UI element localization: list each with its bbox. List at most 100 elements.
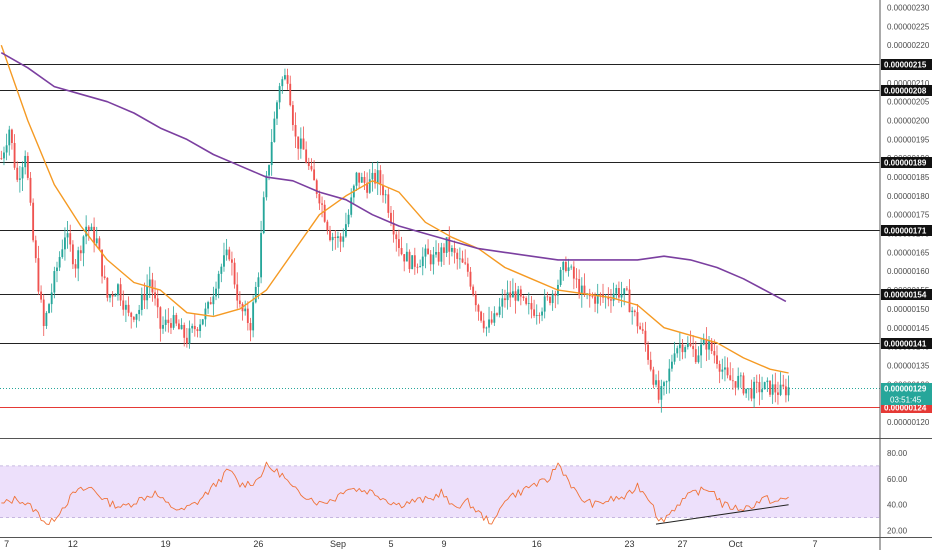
candle-body: [615, 288, 618, 294]
candle-body: [631, 310, 634, 313]
price-tick-label: 0.00000145: [887, 324, 930, 333]
candle-body: [782, 384, 785, 387]
price-tick-label: 0.00000175: [887, 211, 930, 220]
level-price-label: 0.00000208: [884, 87, 927, 96]
candle-body: [578, 279, 581, 296]
candle-body: [686, 342, 689, 348]
candle-body: [575, 278, 578, 280]
candle-body: [721, 369, 724, 372]
candle-body: [493, 313, 496, 323]
candle-body: [0, 158, 3, 160]
candle-body: [109, 294, 111, 298]
candle-body: [718, 363, 721, 372]
price-tick-label: 0.00000225: [887, 22, 930, 31]
candle-body: [132, 316, 135, 320]
candle-body: [268, 165, 270, 176]
candle-body: [766, 380, 769, 383]
time-axis-ticks: 7 12 19 26 Sep 5 9 16 23 27 Oct 7: [4, 539, 817, 549]
time-tick-label: 5: [388, 539, 393, 549]
level-price-label: 0.00000154: [884, 291, 927, 300]
candle-body: [167, 319, 170, 324]
candle-body: [599, 294, 602, 295]
candle-body: [628, 289, 631, 313]
candle-body: [673, 353, 676, 362]
candle-body: [620, 294, 623, 298]
candle-body: [676, 348, 679, 354]
candle-body: [196, 329, 199, 332]
candle-body: [77, 250, 80, 269]
time-tick-label: 12: [68, 539, 78, 549]
candle-body: [482, 320, 485, 329]
candle-body: [183, 324, 186, 338]
candle-body: [199, 324, 202, 332]
candle-body: [554, 293, 557, 296]
candle-body: [771, 384, 774, 395]
candle-body: [215, 288, 217, 297]
candle-body: [143, 294, 146, 301]
candle-body: [368, 179, 371, 193]
candle-body: [127, 304, 130, 313]
time-tick-label: 9: [441, 539, 446, 549]
candle-body: [164, 319, 167, 325]
candle-body: [50, 292, 53, 305]
candle-body: [777, 392, 779, 395]
candle-body: [103, 276, 106, 278]
candle-body: [334, 236, 337, 239]
candle-body: [551, 293, 554, 304]
moving-averages: [0, 44, 789, 374]
candle-body: [716, 355, 718, 364]
candle-body: [162, 324, 164, 329]
candle-body: [530, 303, 533, 310]
candle-body: [270, 141, 273, 166]
price-tick-label: 0.00000200: [887, 117, 930, 126]
candle-body: [432, 254, 435, 265]
candle-body: [724, 367, 726, 370]
candle-body: [8, 129, 11, 146]
candle-body: [29, 177, 32, 203]
candle-body: [45, 312, 48, 327]
candle-body: [681, 344, 684, 353]
candle-body: [374, 172, 376, 184]
candle-body: [663, 382, 665, 387]
candle-body: [366, 182, 369, 193]
candle-body: [421, 256, 424, 267]
candle-body: [117, 284, 119, 296]
candle-body: [138, 309, 141, 315]
candle-body: [71, 244, 74, 265]
candle-body: [85, 226, 88, 237]
candle-body: [281, 79, 284, 87]
candle-body: [225, 249, 228, 256]
candle-body: [262, 197, 265, 234]
candle-body: [297, 136, 300, 149]
candle-body: [207, 302, 209, 309]
candlesticks: [0, 68, 790, 413]
time-tick-label: 27: [678, 539, 688, 549]
candle-body: [390, 212, 392, 223]
horizontal-levels[interactable]: [0, 64, 880, 408]
level-price-tag: [881, 225, 932, 236]
time-tick-label: 19: [161, 539, 171, 549]
candle-body: [509, 292, 512, 298]
level-price-label: 0.00000189: [884, 159, 927, 168]
candle-body: [154, 292, 156, 299]
candle-body: [371, 172, 374, 180]
candle-body: [337, 236, 339, 239]
candle-body: [265, 175, 268, 198]
candle-body: [344, 224, 347, 237]
candle-body: [156, 298, 159, 308]
candle-body: [119, 284, 122, 301]
candle-body: [95, 238, 98, 244]
candle-body: [525, 298, 528, 304]
candle-body: [496, 313, 498, 315]
candle-body: [321, 203, 323, 205]
candle-body: [376, 170, 379, 184]
candle-body: [299, 138, 302, 149]
price-tick-label: 0.00000180: [887, 192, 930, 201]
candle-body: [185, 337, 188, 344]
candle-body: [98, 238, 101, 250]
rsi-trendline: [655, 504, 789, 525]
candle-body: [562, 261, 565, 270]
candle-body: [244, 308, 247, 312]
